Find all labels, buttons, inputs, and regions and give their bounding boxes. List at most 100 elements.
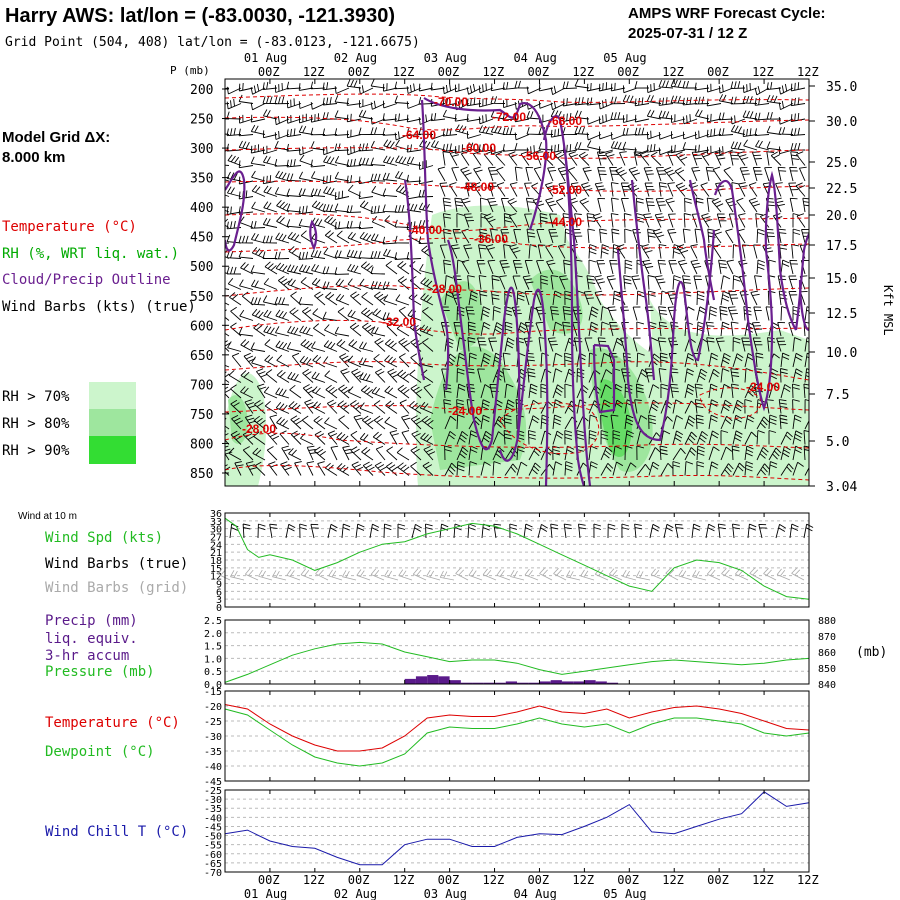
wind-barb [726, 259, 734, 275]
wind-barb [426, 569, 441, 581]
wind-barb [346, 98, 362, 106]
wind-barb [621, 368, 631, 383]
wind-barb [777, 166, 787, 182]
wind-barb [504, 321, 513, 337]
wind-barb [643, 213, 653, 228]
top-hour-label: 12Z [303, 65, 325, 79]
wind-barb [707, 228, 716, 244]
wind-barb [350, 400, 362, 414]
wind-barb [658, 368, 667, 383]
wind-barb [311, 200, 326, 213]
wind-barb [230, 306, 242, 321]
wind-barb [598, 82, 614, 92]
wind-barb [730, 321, 739, 337]
wind-barb [751, 151, 762, 166]
wind-barb [431, 140, 446, 151]
wind-barb [467, 337, 476, 352]
wind-barb [418, 83, 434, 92]
wind-barb [250, 297, 266, 306]
wind-barb [608, 568, 623, 581]
wind-barb [384, 569, 399, 581]
wind-barb [225, 126, 230, 135]
wind-barb [554, 151, 566, 166]
wind-barb [526, 86, 542, 95]
wind-barb [225, 325, 230, 337]
wind-barb [240, 370, 254, 383]
y-tick-label: -40 [204, 813, 222, 824]
wind-barb [612, 244, 621, 259]
wind-barb [346, 220, 362, 229]
wind-barb [550, 128, 566, 138]
wind-barb [586, 82, 602, 92]
wind-barb [634, 97, 650, 107]
wind-barb [276, 416, 290, 430]
wind-barb [528, 244, 538, 259]
wind-barb [558, 275, 569, 290]
wind-barb [419, 139, 434, 151]
wind-barb [610, 132, 626, 140]
height-tick-label: 22.5 [826, 182, 857, 197]
wind-barb [610, 96, 626, 105]
wind-barb [370, 568, 385, 581]
y-tick-label: -50 [204, 832, 222, 843]
wind-barb [386, 462, 398, 476]
wind-barb [694, 82, 710, 91]
wind-barb [395, 155, 410, 166]
wind-barb [792, 228, 801, 244]
pressure-tick-label: 500 [190, 260, 213, 275]
wind-barb [287, 325, 302, 337]
wind-barb [512, 260, 523, 275]
wind-barb [299, 325, 314, 337]
wind-barb [299, 113, 314, 124]
wind-barb [803, 445, 809, 461]
wind-chill-label: Wind Chill T (°C) [45, 824, 188, 840]
temperature-contour-label: -24.00 [448, 404, 482, 418]
bottom-hour-label: 12Z [572, 873, 594, 887]
wind-barb [444, 415, 457, 430]
wind-barb [658, 306, 668, 321]
wind-barb [693, 275, 702, 290]
wind-barb [467, 523, 476, 539]
wind-barb [631, 275, 641, 290]
wind-barb [299, 355, 314, 368]
wind-barb [756, 446, 769, 461]
wind-barb [361, 447, 374, 461]
wind-barb [334, 110, 350, 120]
wind-barb [675, 151, 688, 166]
bottom-hour-label: 00Z [617, 873, 639, 887]
precip-bar [539, 681, 551, 684]
wind-barb [395, 170, 410, 182]
wind-barb [674, 167, 686, 182]
wind-barb [238, 128, 254, 137]
wind-barb [646, 109, 662, 120]
wind-barb [460, 166, 472, 182]
wind-barb [715, 182, 726, 197]
wind-barb [672, 430, 684, 445]
wind-barb [528, 415, 540, 430]
wind-barb [372, 308, 386, 321]
wind-barb [792, 399, 800, 414]
wind-barb [775, 524, 786, 539]
wind-barb [397, 369, 410, 383]
wind-barb [594, 568, 609, 581]
wind-barb [804, 306, 809, 321]
wind-barb [226, 206, 242, 215]
wind-barb [696, 321, 705, 337]
wind-barb [444, 275, 454, 290]
wind-barb [742, 128, 758, 138]
wind-barb [229, 523, 239, 539]
wind-barb [286, 98, 302, 109]
wind-barb [717, 523, 726, 539]
precip-bar [550, 680, 562, 684]
wind-barb [658, 147, 674, 156]
temperature-contour-label: -36.00 [474, 232, 508, 246]
wind-barb [336, 463, 350, 476]
wind-barb [719, 306, 728, 321]
pressure-tick-label: 700 [190, 378, 213, 393]
wind-barb [370, 116, 386, 125]
pressure-tick-label: 650 [190, 349, 213, 364]
temperature-contour-label: -32.00 [382, 315, 416, 329]
wind-barb [274, 187, 290, 197]
y-tick-label: -45 [204, 777, 222, 788]
wind-chill-panel: -25-30-35-40-45-50-55-60-65-70 [204, 786, 810, 879]
